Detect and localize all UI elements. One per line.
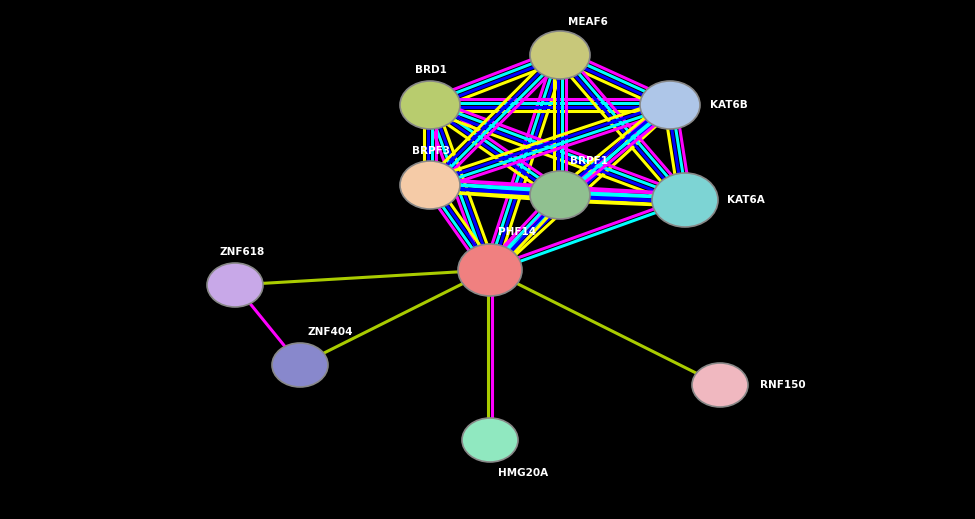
Ellipse shape — [400, 81, 460, 129]
Text: KAT6B: KAT6B — [710, 100, 748, 110]
Text: MEAF6: MEAF6 — [568, 17, 607, 27]
Text: PHF14: PHF14 — [498, 227, 536, 237]
Text: ZNF618: ZNF618 — [220, 247, 265, 257]
Text: BRD1: BRD1 — [415, 65, 447, 75]
Ellipse shape — [530, 31, 590, 79]
Ellipse shape — [458, 244, 522, 296]
Text: HMG20A: HMG20A — [498, 468, 548, 478]
Ellipse shape — [207, 263, 263, 307]
Text: BRPF3: BRPF3 — [412, 146, 450, 156]
Ellipse shape — [652, 173, 718, 227]
Ellipse shape — [692, 363, 748, 407]
Ellipse shape — [462, 418, 518, 462]
Text: ZNF404: ZNF404 — [308, 327, 354, 337]
Ellipse shape — [272, 343, 328, 387]
Text: KAT6A: KAT6A — [727, 195, 764, 205]
Ellipse shape — [640, 81, 700, 129]
Ellipse shape — [530, 171, 590, 219]
Ellipse shape — [400, 161, 460, 209]
Text: BRPF1: BRPF1 — [570, 156, 608, 166]
Text: RNF150: RNF150 — [760, 380, 805, 390]
